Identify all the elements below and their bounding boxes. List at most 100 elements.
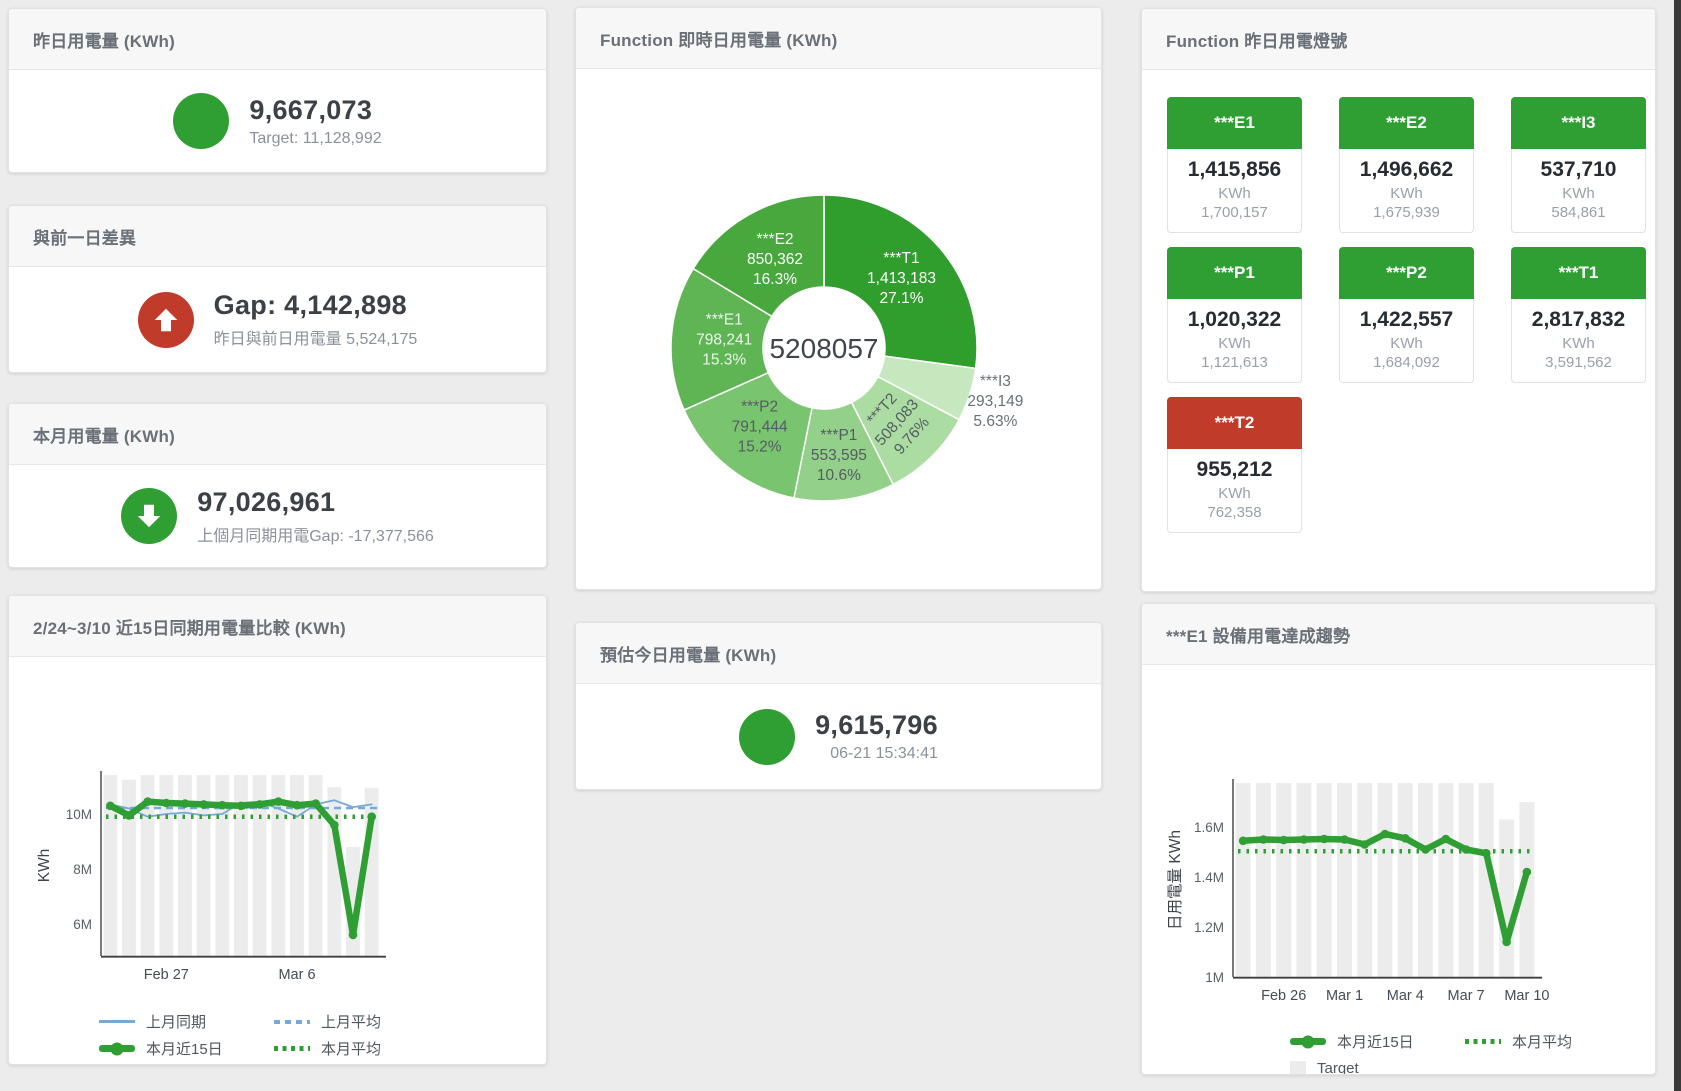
status-tile-E2[interactable]: ***E2 1,496,662 KWh 1,675,939: [1339, 97, 1474, 233]
donut-slice-label: ***I3 293,149 5.63%: [967, 373, 1023, 430]
thick-legend-marker: [99, 1045, 135, 1052]
legend-label: 本月平均: [321, 1041, 382, 1058]
legend-item[interactable]: 本月平均: [1465, 1028, 1640, 1055]
status-tile-E1[interactable]: ***E1 1,415,856 KWh 1,700,157: [1167, 97, 1302, 233]
status-tile-T2[interactable]: ***T2 955,212 KWh 762,358: [1167, 397, 1302, 533]
card-title: 預估今日用電量 (KWh): [600, 645, 777, 665]
box-legend-marker: [1290, 1060, 1306, 1074]
tile-body: 1,496,662 KWh 1,675,939: [1339, 149, 1474, 233]
data-point: [199, 800, 208, 809]
tile-header: ***P2: [1339, 247, 1474, 299]
card-e1-trend: ***E1 設備用電達成趨勢 1M 1.2M 1.4M 1.6M Feb 26 Mar 1…: [1141, 603, 1656, 1075]
status-tile-grid: ***E1 1,415,856 KWh 1,700,157 ***E2 1,496,662…: [1142, 70, 1655, 533]
data-point: [180, 799, 190, 808]
target-bar: [1337, 783, 1352, 977]
data-point: [236, 801, 246, 811]
y-tick-label: 6M: [73, 917, 92, 932]
donut-slice-P2[interactable]: [683, 371, 813, 499]
tile-header: ***T2: [1167, 397, 1302, 449]
kpi-text: Gap: 4,142,898 昨日與前日用電量 5,524,175: [214, 290, 418, 349]
kpi-text: 97,026,961 上個月同期用電Gap: -17,377,566: [197, 487, 434, 546]
status-tile-P2[interactable]: ***P2 1,422,557 KWh 1,684,092: [1339, 247, 1474, 383]
status-tile-I3[interactable]: ***I3 537,710 KWh 584,861: [1511, 97, 1646, 233]
donut-slice-E2[interactable]: [692, 194, 825, 318]
target-bar: [1296, 783, 1312, 977]
target-bar: [159, 775, 174, 956]
data-point: [1360, 840, 1369, 849]
target-bar: [215, 775, 230, 956]
tile-header: ***E2: [1339, 97, 1474, 149]
x-tick-label: Mar 10: [1504, 988, 1549, 1004]
y-tick-label: 10M: [66, 807, 92, 822]
tile-value: 1,415,856: [1187, 158, 1282, 181]
target-bar: [1418, 783, 1433, 977]
data-point: [218, 800, 227, 810]
target-bar: [252, 775, 267, 956]
target-bar: [1397, 783, 1413, 977]
kpi-row: Gap: 4,142,898 昨日與前日用電量 5,524,175: [9, 267, 546, 372]
tile-target: 3,591,562: [1545, 354, 1612, 371]
target-bar: [1519, 802, 1535, 977]
tile-unit: KWh: [1562, 185, 1595, 202]
card-title: 2/24~3/10 近15日同期用電量比較 (KWh): [33, 618, 346, 638]
legend-label: 上月同期: [146, 1014, 207, 1031]
kpi-row: 9,667,073 Target: 11,128,992: [9, 70, 546, 172]
card-header: 與前一日差異: [9, 206, 546, 267]
y-tick-label: 1.4M: [1194, 870, 1224, 885]
kpi-text: 9,667,073 Target: 11,128,992: [249, 95, 381, 148]
status-tile-T1[interactable]: ***T1 2,817,832 KWh 3,591,562: [1511, 247, 1646, 383]
donut-slice-E1[interactable]: [670, 267, 773, 411]
card-yesterday-usage: 昨日用電量 (KWh) 9,667,073 Target: 11,128,992: [8, 8, 547, 173]
x-tick-label: Mar 7: [1448, 988, 1485, 1004]
tile-target: 762,358: [1207, 504, 1262, 521]
target-bar: [290, 775, 304, 956]
card-header: Function 昨日用電燈號: [1142, 9, 1655, 70]
y-tick-label: 8M: [73, 862, 92, 877]
tile-unit: KWh: [1218, 185, 1251, 202]
card-header: 昨日用電量 (KWh): [9, 9, 546, 70]
x-tick-label: Mar 1: [1326, 988, 1363, 1004]
data-point: [311, 799, 321, 808]
realtime-donut-svg: ***T1 1,413,183 27.1%***I3 293,149 5.63%***T…: [670, 194, 1023, 502]
red-status-circle-icon: [137, 291, 194, 348]
y-axis-label: 日用電量 KWh: [1167, 830, 1184, 930]
status-tile-P1[interactable]: ***P1 1,020,322 KWh 1,121,613: [1167, 247, 1302, 383]
tile-unit: KWh: [1390, 335, 1423, 352]
kpi-subtitle: 昨日與前日用電量 5,524,175: [213, 331, 418, 348]
legend-item[interactable]: Target: [99, 1062, 274, 1064]
vertical-scrollbar[interactable]: [1674, 0, 1681, 1091]
donut-slice-T1[interactable]: [823, 194, 978, 370]
data-point: [1279, 835, 1288, 845]
legend-item[interactable]: 上月平均: [274, 1008, 449, 1035]
target-bar: [271, 775, 286, 956]
card-title: ***E1 設備用電達成趨勢: [1166, 626, 1351, 646]
dotted-legend-marker: [274, 1046, 310, 1051]
tile-header: ***I3: [1511, 97, 1646, 149]
card-header: 2/24~3/10 近15日同期用電量比較 (KWh): [9, 596, 546, 657]
kpi-subtitle: Target: 11,128,992: [249, 129, 382, 147]
data-point: [348, 930, 358, 940]
card-header: 預估今日用電量 (KWh): [576, 623, 1101, 684]
card-title: Function 昨日用電燈號: [1166, 31, 1348, 51]
tile-unit: KWh: [1562, 335, 1595, 352]
card-title: 昨日用電量 (KWh): [33, 31, 175, 51]
legend-item[interactable]: 本月近15日: [1290, 1028, 1465, 1055]
legend-item[interactable]: 上月同期: [99, 1008, 274, 1035]
dashed-legend-marker: [274, 1019, 310, 1024]
tile-header: ***P1: [1167, 247, 1302, 299]
legend-item[interactable]: Target: [1290, 1055, 1465, 1074]
tile-body: 1,415,856 KWh 1,700,157: [1167, 149, 1302, 233]
legend-item[interactable]: 本月平均: [274, 1035, 449, 1062]
data-point: [1259, 835, 1268, 844]
e1-trend-legend: 本月近15日 本月平均 Target: [1290, 1028, 1655, 1074]
compare-chart: 6M 8M 10M Feb 27 Mar 6 KWh 上月同期 上月平均 本月近15日 本月平均…: [9, 657, 546, 1064]
data-point: [330, 820, 339, 830]
legend-item[interactable]: 本月近15日: [99, 1035, 274, 1062]
y-tick-label: 1.6M: [1194, 820, 1224, 835]
legend-label: 上月平均: [321, 1014, 382, 1031]
data-point: [162, 798, 171, 808]
tile-unit: KWh: [1218, 485, 1251, 502]
arrow-up-icon: [154, 308, 177, 331]
kpi-value: 9,615,796: [815, 710, 938, 740]
